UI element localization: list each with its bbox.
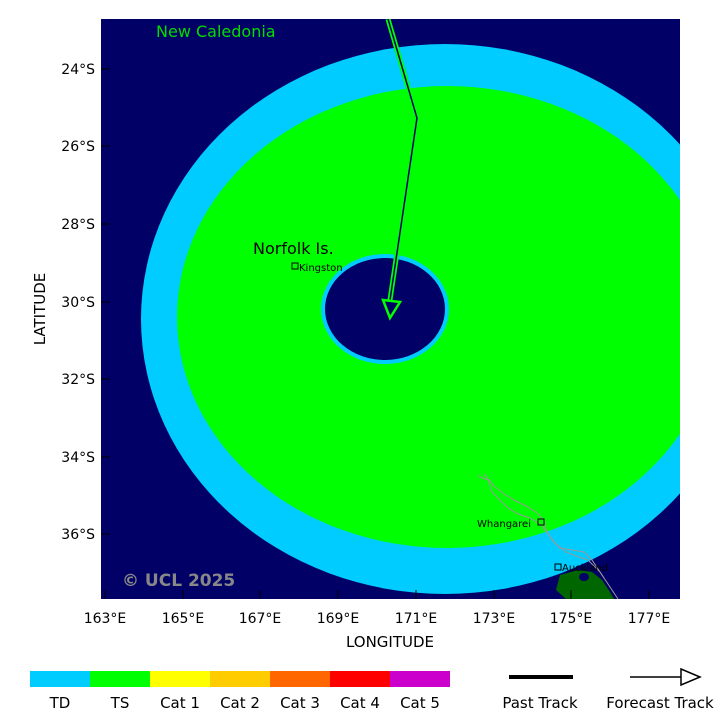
label-norfolk-island: Norfolk Is. — [253, 239, 334, 258]
legend-swatch-cat3 — [270, 671, 330, 687]
y-axis-title: LATITUDE — [31, 273, 49, 346]
lat-tick-label: 28°S — [61, 217, 95, 233]
legend: TD TS Cat 1 Cat 2 Cat 3 Cat 4 Cat 5 Past… — [30, 667, 714, 710]
legend-label-cat1: Cat 1 — [160, 694, 200, 710]
whangarei-marker — [537, 518, 545, 526]
label-new-caledonia: New Caledonia — [156, 22, 276, 41]
legend-swatch-cat4 — [330, 671, 390, 687]
copyright-text: © UCL 2025 — [122, 571, 235, 591]
lat-tick-label: 34°S — [61, 450, 95, 466]
label-kingston: Kingston — [299, 263, 343, 274]
lon-tick-label: 171°E — [395, 611, 438, 627]
legend-swatch-ts — [90, 671, 150, 687]
legend-label-cat4: Cat 4 — [340, 694, 380, 710]
forecast-track-arrowhead — [381, 298, 403, 321]
lat-tick-label: 32°S — [61, 372, 95, 388]
legend-swatch-cat5 — [390, 671, 450, 687]
lon-tick-label: 169°E — [317, 611, 360, 627]
legend-label-td: TD — [49, 694, 71, 710]
legend-label-forecast-track: Forecast Track — [606, 694, 714, 710]
lon-tick-label: 173°E — [473, 611, 516, 627]
legend-label-cat3: Cat 3 — [280, 694, 320, 710]
forecast-track-arrow-sample — [680, 667, 702, 687]
lon-tick-label: 167°E — [239, 611, 282, 627]
lon-tick-label: 175°E — [550, 611, 593, 627]
legend-label-cat5: Cat 5 — [400, 694, 440, 710]
x-axis-title: LONGITUDE — [346, 633, 434, 651]
lat-tick-label: 36°S — [61, 527, 95, 543]
plot-area: New Caledonia Norfolk Is. Kingston Whang… — [101, 19, 680, 599]
legend-label-ts: TS — [110, 694, 130, 710]
lat-tick-label: 30°S — [61, 295, 95, 311]
storm-eye-region — [325, 258, 445, 360]
axis-ticks — [101, 68, 650, 599]
harbour — [579, 573, 589, 581]
auckland-marker — [554, 563, 562, 571]
coastline-east — [483, 473, 605, 579]
lon-tick-label: 165°E — [162, 611, 205, 627]
legend-label-cat2: Cat 2 — [220, 694, 260, 710]
legend-label-past-track: Past Track — [502, 694, 578, 710]
coastline-west — [477, 475, 619, 599]
lat-tick-label: 26°S — [61, 139, 95, 155]
label-auckland: Auckland — [562, 563, 608, 574]
legend-swatch-td — [30, 671, 90, 687]
lon-tick-label: 163°E — [84, 611, 127, 627]
label-whangarei: Whangarei — [477, 519, 531, 530]
kingston-marker — [291, 262, 299, 270]
lat-tick-label: 24°S — [61, 62, 95, 78]
legend-swatch-cat2 — [210, 671, 270, 687]
lon-tick-label: 177°E — [628, 611, 671, 627]
forecast-track-core — [387, 19, 418, 301]
legend-swatch-cat1 — [150, 671, 210, 687]
